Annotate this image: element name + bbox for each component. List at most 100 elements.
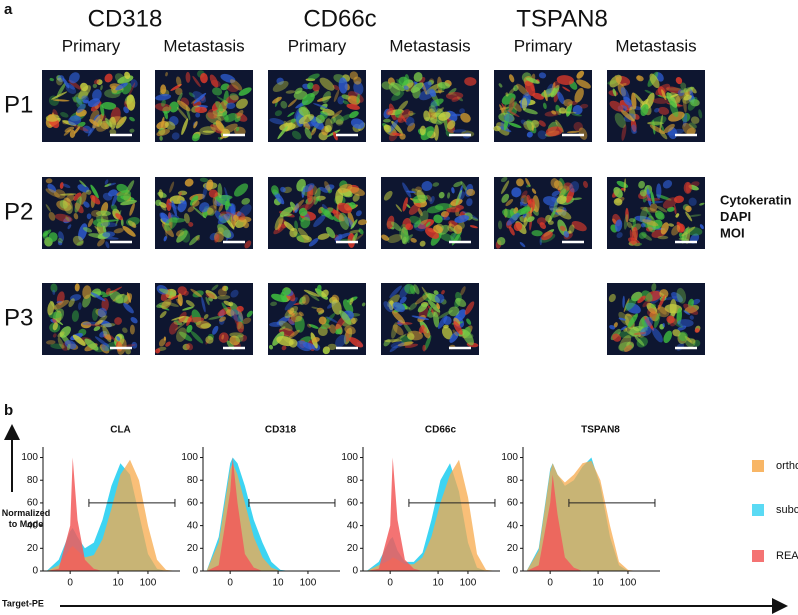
tissue-speck bbox=[90, 292, 106, 302]
tissue-speck bbox=[110, 85, 118, 94]
tissue-speck bbox=[644, 89, 653, 95]
tissue-speck bbox=[68, 115, 82, 126]
tissue-speck bbox=[501, 93, 516, 105]
tissue-speck bbox=[460, 112, 471, 123]
legend-swatch bbox=[752, 550, 764, 562]
tissue-speck bbox=[235, 126, 240, 132]
x-tick-label: 10 bbox=[593, 578, 605, 589]
tissue-speck bbox=[82, 99, 90, 104]
tissue-speck bbox=[276, 336, 294, 347]
tissue-speck bbox=[526, 184, 531, 188]
tissue-speck bbox=[164, 221, 168, 239]
tissue-speck bbox=[193, 92, 207, 104]
tissue-speck bbox=[523, 120, 535, 131]
tissue-speck bbox=[288, 329, 300, 339]
condition-label: Primary bbox=[288, 36, 347, 55]
tissue-speck bbox=[563, 99, 573, 107]
tissue-speck bbox=[293, 199, 305, 211]
tissue-speck bbox=[237, 309, 244, 321]
tissue-speck bbox=[87, 218, 94, 228]
tissue-speck bbox=[100, 104, 105, 116]
tissue-speck bbox=[220, 83, 230, 91]
tissue-speck bbox=[191, 200, 200, 207]
tissue-speck bbox=[173, 320, 183, 326]
tissue-speck bbox=[623, 345, 633, 352]
tissue-speck bbox=[645, 208, 654, 220]
tissue-speck bbox=[440, 211, 450, 218]
tissue-speck bbox=[640, 206, 658, 213]
tissue-speck bbox=[680, 86, 695, 93]
tissue-speck bbox=[316, 284, 322, 292]
tissue-speck bbox=[161, 222, 174, 238]
tissue-speck bbox=[195, 236, 200, 241]
tissue-speck bbox=[498, 220, 503, 230]
tissue-speck bbox=[634, 242, 643, 247]
tissue-speck bbox=[631, 92, 637, 110]
tissue-speck bbox=[186, 315, 193, 326]
tissue-speck bbox=[530, 82, 535, 92]
tissue-speck bbox=[333, 89, 340, 102]
tissue-speck bbox=[566, 130, 580, 134]
tissue-speck bbox=[93, 325, 101, 332]
tissue-speck bbox=[234, 183, 249, 197]
tissue-speck bbox=[391, 310, 405, 324]
x-tick-label: 100 bbox=[300, 578, 317, 589]
tissue-speck bbox=[310, 128, 317, 136]
tissue-speck bbox=[342, 299, 354, 314]
tissue-speck bbox=[190, 195, 199, 206]
tissue-speck bbox=[169, 294, 181, 300]
tissue-speck bbox=[349, 297, 354, 306]
tissue-speck bbox=[683, 303, 699, 315]
tissue-speck bbox=[634, 215, 652, 223]
tissue-speck bbox=[572, 105, 583, 115]
tissue-speck bbox=[505, 199, 514, 207]
tissue-speck bbox=[654, 313, 661, 329]
tissue-speck bbox=[612, 333, 622, 342]
tissue-speck bbox=[83, 201, 90, 208]
tissue-speck bbox=[278, 320, 293, 331]
tissue-speck bbox=[269, 321, 284, 327]
tissue-speck bbox=[190, 288, 203, 298]
tissue-speck bbox=[666, 315, 675, 324]
tissue-speck bbox=[559, 225, 566, 232]
tissue-speck bbox=[168, 217, 186, 223]
tissue-speck bbox=[668, 223, 675, 227]
tissue-speck bbox=[159, 310, 167, 318]
tissue-speck bbox=[62, 77, 70, 89]
tissue-speck bbox=[676, 223, 686, 233]
tissue-speck bbox=[332, 114, 344, 125]
tissue-speck bbox=[201, 296, 206, 313]
tissue-speck bbox=[57, 337, 64, 349]
tissue-speck bbox=[122, 225, 136, 237]
tissue-speck bbox=[687, 96, 698, 111]
tissue-speck bbox=[297, 227, 310, 241]
tissue-speck bbox=[671, 224, 681, 236]
tissue-speck bbox=[199, 202, 210, 213]
tissue-speck bbox=[175, 230, 185, 237]
tissue-speck bbox=[123, 302, 134, 314]
tissue-speck bbox=[426, 194, 433, 202]
tissue-speck bbox=[324, 181, 331, 192]
tissue-speck bbox=[571, 113, 583, 117]
tissue-speck bbox=[399, 296, 407, 304]
tissue-speck bbox=[541, 231, 553, 241]
tissue-speck bbox=[85, 323, 103, 327]
tissue-speck bbox=[522, 92, 530, 98]
tissue-speck bbox=[331, 299, 342, 315]
tissue-speck bbox=[155, 348, 161, 354]
tissue-speck bbox=[532, 92, 544, 100]
tissue-speck bbox=[433, 214, 443, 224]
tissue-speck bbox=[671, 291, 683, 303]
tissue-speck bbox=[427, 299, 441, 313]
tissue-speck bbox=[100, 213, 109, 228]
tissue-speck bbox=[526, 194, 532, 205]
tissue-speck bbox=[309, 116, 324, 130]
tissue-speck bbox=[683, 94, 692, 101]
tissue-speck bbox=[613, 187, 623, 198]
tissue-speck bbox=[663, 123, 675, 134]
tissue-speck bbox=[516, 83, 529, 96]
tissue-speck bbox=[682, 122, 696, 136]
tissue-speck bbox=[45, 188, 60, 198]
tissue-speck bbox=[67, 82, 75, 90]
tissue-speck bbox=[213, 114, 218, 119]
